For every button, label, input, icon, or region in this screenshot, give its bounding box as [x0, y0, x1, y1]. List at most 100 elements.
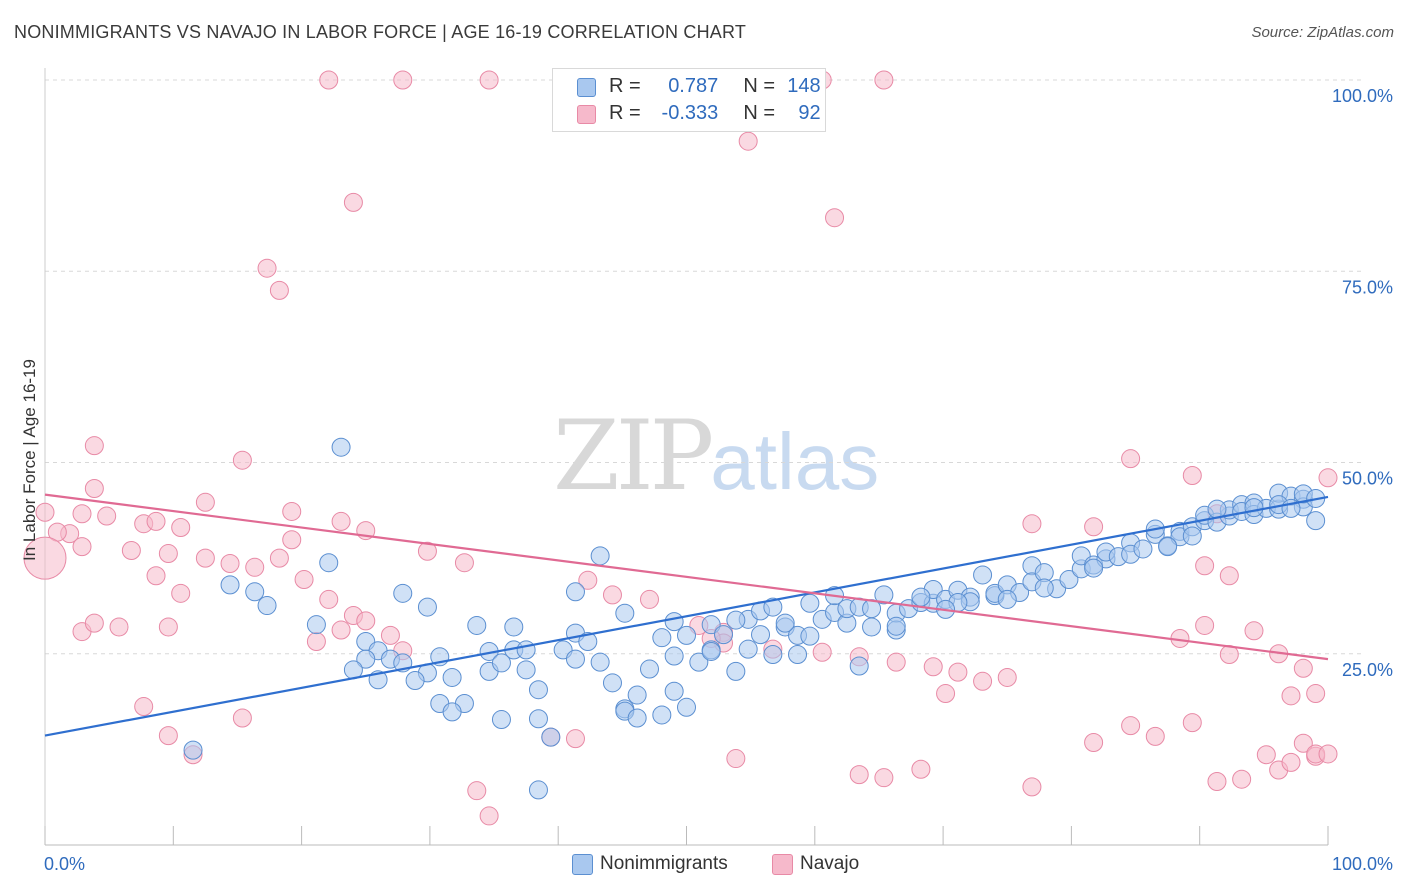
point-navajo-5: [738, 131, 758, 151]
point-navajo-12: [84, 479, 104, 499]
x-tick-label-100: 100.0%: [1332, 854, 1393, 874]
n-label-1: N =: [743, 75, 776, 97]
point-nonimmigrants-127: [528, 709, 548, 729]
point-navajo-8: [257, 258, 277, 278]
point-nonimmigrants-31: [602, 673, 622, 693]
point-nonimmigrants-11: [417, 597, 437, 617]
point-navajo-63: [1182, 466, 1202, 486]
point-navajo-78: [134, 697, 154, 717]
point-nonimmigrants-37: [664, 646, 684, 666]
point-navajo-9: [269, 280, 289, 300]
point-navajo-62: [1121, 449, 1141, 469]
point-nonimmigrants-131: [664, 681, 684, 701]
legend-label-navajo: Navajo: [800, 853, 860, 874]
point-nonimmigrants-45: [751, 625, 771, 645]
point-navajo-89: [874, 768, 894, 788]
trendline-navajo: [44, 493, 1329, 661]
point-nonimmigrants-2: [257, 596, 277, 616]
point-navajo-97: [1182, 713, 1202, 733]
point-nonimmigrants-68: [973, 565, 993, 585]
y-tick-label-25: 25.0%: [1342, 660, 1393, 680]
point-nonimmigrants-122: [516, 640, 536, 660]
point-nonimmigrants-21: [504, 617, 524, 637]
point-navajo-13: [195, 492, 215, 512]
point-nonimmigrants-57: [862, 617, 882, 637]
point-navajo-46: [454, 553, 474, 573]
point-navajo-74: [1306, 684, 1326, 704]
point-navajo-87: [726, 749, 746, 769]
n-label-2: N =: [743, 102, 776, 124]
point-navajo-1: [393, 70, 413, 90]
point-nonimmigrants-114: [997, 589, 1017, 609]
watermark-atlas: atlas: [710, 417, 880, 506]
point-nonimmigrants-121: [565, 582, 585, 602]
point-navajo-0: [319, 70, 339, 90]
source-credit: Source: ZipAtlas.com: [1251, 24, 1394, 41]
r-value-2: -0.333: [661, 102, 719, 124]
point-navajo-28: [245, 557, 265, 577]
point-nonimmigrants-34: [639, 659, 659, 679]
point-navajo-75: [1318, 468, 1338, 488]
point-nonimmigrants-43: [726, 661, 746, 681]
point-nonimmigrants-33: [627, 685, 647, 705]
point-nonimmigrants-50: [800, 593, 820, 613]
point-navajo-4: [874, 70, 894, 90]
point-navajo-14: [282, 501, 302, 521]
point-navajo-36: [158, 617, 178, 637]
point-nonimmigrants-130: [652, 705, 672, 725]
point-nonimmigrants-24: [528, 680, 548, 700]
point-nonimmigrants-138: [911, 587, 931, 607]
point-nonimmigrants-140: [1034, 578, 1054, 598]
point-nonimmigrants-135: [800, 626, 820, 646]
point-navajo-91: [936, 684, 956, 704]
watermark: ZIPatlas: [553, 400, 879, 512]
point-navajo-85: [565, 729, 585, 749]
point-navajo-17: [97, 506, 117, 526]
point-navajo-88: [849, 765, 869, 785]
point-navajo-61: [1084, 517, 1104, 537]
point-navajo-25: [158, 544, 178, 564]
point-navajo-2: [479, 70, 499, 90]
point-navajo-47: [578, 570, 598, 590]
point-nonimmigrants-133: [738, 639, 758, 659]
point-nonimmigrants-35: [652, 628, 672, 648]
point-navajo-82: [479, 806, 499, 826]
point-navajo-70: [1244, 621, 1264, 641]
point-nonimmigrants-132: [701, 641, 721, 661]
n-value-1: 148: [787, 75, 821, 97]
point-navajo-43: [380, 625, 400, 645]
point-nonimmigrants-129: [627, 708, 647, 728]
point-navajo-30: [294, 570, 314, 590]
y-axis-label: In Labor Force | Age 16-19: [20, 359, 39, 561]
point-nonimmigrants-7: [356, 649, 376, 669]
n-value-2: 92: [798, 102, 821, 124]
legend-swatch-pink: [772, 854, 793, 875]
point-navajo-58: [948, 662, 968, 682]
point-nonimmigrants-148: [528, 780, 548, 800]
point-navajo-16: [72, 504, 92, 524]
point-navajo-24: [121, 540, 141, 560]
watermark-zip: ZIP: [553, 400, 714, 512]
point-nonimmigrants-143: [1182, 526, 1202, 546]
point-nonimmigrants-0: [331, 437, 351, 457]
point-navajo-23: [72, 537, 92, 557]
point-nonimmigrants-118: [677, 697, 696, 717]
legend-swatch-blue: [572, 854, 593, 875]
x-tick-label-0: 0.0%: [44, 854, 85, 874]
y-tick-label-75: 75.0%: [1342, 277, 1393, 297]
point-nonimmigrants-58: [874, 585, 894, 605]
stats-text-2: R = -0.333 N = 92: [609, 102, 821, 125]
point-navajo-106: [1318, 744, 1338, 764]
stats-swatch-pink: [577, 105, 596, 124]
point-nonimmigrants-151: [220, 575, 240, 595]
point-nonimmigrants-119: [615, 603, 635, 623]
point-nonimmigrants-149: [183, 740, 203, 760]
point-nonimmigrants-141: [1084, 558, 1104, 578]
r-label-2: R =: [609, 102, 641, 124]
point-navajo-35: [109, 617, 129, 637]
point-navajo-26: [195, 548, 215, 568]
y-tick-label-100: 100.0%: [1332, 86, 1393, 106]
point-nonimmigrants-120: [590, 546, 610, 566]
legend: Nonimmigrants Navajo: [0, 852, 1406, 878]
